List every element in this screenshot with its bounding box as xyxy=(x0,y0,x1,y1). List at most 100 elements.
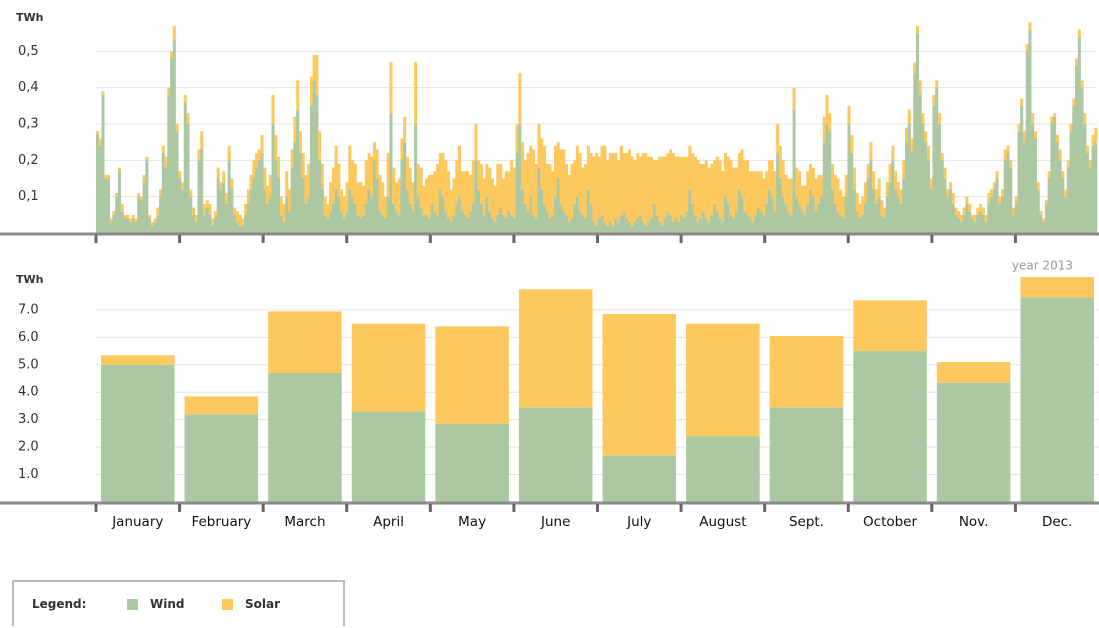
bar-segment xyxy=(458,145,462,197)
bar-segment xyxy=(504,171,508,219)
bar-segment xyxy=(477,189,481,233)
bar-segment xyxy=(249,174,253,190)
bar-segment xyxy=(910,153,914,233)
bar-segment xyxy=(367,153,371,190)
bar-segment xyxy=(337,196,341,233)
bar-segment xyxy=(504,218,508,233)
bar-segment xyxy=(348,189,352,233)
bar-segment xyxy=(510,160,514,215)
bar-segment xyxy=(899,203,903,233)
bar-segment xyxy=(375,149,379,179)
bar-segment xyxy=(405,189,409,233)
bar-segment xyxy=(383,196,388,219)
bar-segment xyxy=(521,189,525,233)
bar-segment xyxy=(260,134,264,154)
bar-segment xyxy=(715,211,719,233)
bar-segment xyxy=(841,196,845,219)
bar-segment xyxy=(532,149,536,215)
bar-segment xyxy=(784,174,788,204)
bar-segment xyxy=(984,214,988,223)
bar-segment xyxy=(970,218,974,233)
y-tick-label: 0,3 xyxy=(18,117,39,132)
bar-segment xyxy=(362,185,366,215)
bar-segment xyxy=(932,94,936,106)
bar-segment xyxy=(937,113,941,124)
bar-segment xyxy=(639,214,643,233)
bar-segment xyxy=(372,142,377,161)
bar-segment xyxy=(954,214,958,233)
bar-segment xyxy=(948,182,952,190)
bar-segment xyxy=(96,131,100,135)
bar-segment xyxy=(1086,153,1090,233)
y-tick-label: 3.0 xyxy=(18,412,39,427)
bar-segment xyxy=(285,196,289,233)
bar-segment xyxy=(386,153,390,197)
bar-segment xyxy=(1020,297,1094,502)
bar-segment xyxy=(1080,80,1084,88)
bar-segment xyxy=(474,124,478,161)
bar-segment xyxy=(329,182,333,212)
bar-segment xyxy=(1058,149,1062,161)
bar-segment xyxy=(372,160,377,233)
bar-segment xyxy=(1017,124,1021,132)
bar-segment xyxy=(726,203,730,233)
bar-segment xyxy=(913,73,917,233)
bar-segment xyxy=(167,87,171,95)
bar-segment xyxy=(482,178,486,215)
bar-segment xyxy=(537,167,541,233)
bar-segment xyxy=(877,196,881,233)
bar-segment xyxy=(740,196,744,233)
bar-segment xyxy=(883,218,887,233)
bar-segment xyxy=(1011,207,1016,215)
bar-segment xyxy=(844,196,848,233)
bar-segment xyxy=(570,218,574,233)
bar-segment xyxy=(326,218,330,233)
bar-segment xyxy=(257,160,261,233)
bar-segment xyxy=(1055,142,1059,233)
bar-segment xyxy=(1069,131,1073,233)
bar-segment xyxy=(1044,200,1048,204)
bar-segment xyxy=(929,189,933,233)
bar-segment xyxy=(556,178,560,233)
bar-segment xyxy=(573,160,577,204)
bar-segment xyxy=(249,189,253,233)
bar-segment xyxy=(754,171,758,215)
bar-segment xyxy=(756,207,760,233)
bar-segment xyxy=(526,211,530,233)
bar-segment xyxy=(1044,203,1048,233)
bar-segment xyxy=(436,163,440,215)
bar-segment xyxy=(282,222,286,233)
bar-segment xyxy=(255,167,259,233)
bar-segment xyxy=(619,214,623,233)
bar-segment xyxy=(828,131,832,233)
bar-segment xyxy=(411,211,415,233)
bar-segment xyxy=(896,196,900,233)
bar-segment xyxy=(364,160,368,204)
bar-segment xyxy=(636,153,640,219)
bar-segment xyxy=(943,167,947,179)
bar-segment xyxy=(106,174,111,179)
bar-segment xyxy=(691,203,695,233)
bar-segment xyxy=(677,156,681,223)
bar-segment xyxy=(869,160,873,233)
bar-segment xyxy=(490,218,494,233)
bar-segment xyxy=(803,185,807,215)
bar-segment xyxy=(885,196,889,233)
bar-segment xyxy=(320,163,324,190)
bar-segment xyxy=(394,211,398,233)
bar-segment xyxy=(639,156,643,215)
bar-segment xyxy=(329,211,333,233)
bar-segment xyxy=(309,76,313,106)
bar-segment xyxy=(1091,134,1095,146)
bar-segment xyxy=(1039,214,1043,233)
bar-segment xyxy=(224,203,228,233)
bar-segment xyxy=(1080,87,1084,234)
bar-segment xyxy=(602,314,677,456)
bar-segment xyxy=(139,196,143,201)
bar-segment xyxy=(926,160,931,233)
bar-segment xyxy=(526,153,530,212)
bar-segment xyxy=(405,156,409,190)
bar-segment xyxy=(707,167,711,223)
bar-segment xyxy=(545,211,549,233)
bar-segment xyxy=(655,214,659,233)
